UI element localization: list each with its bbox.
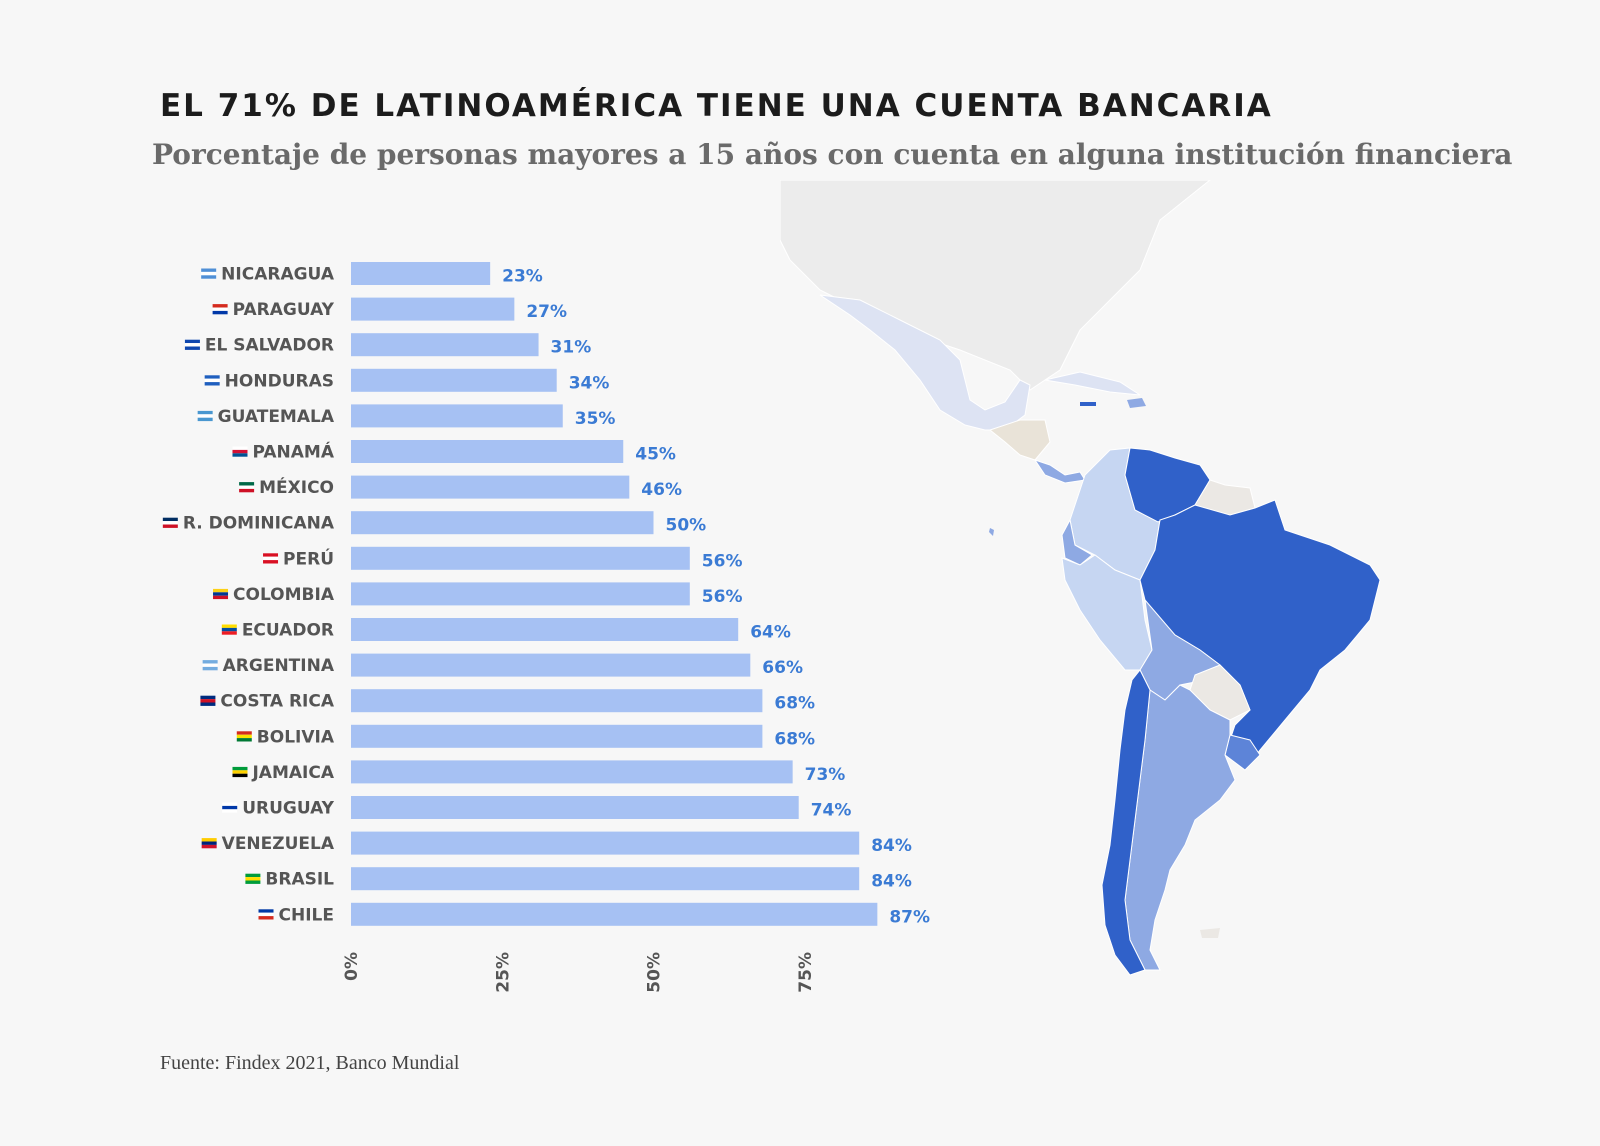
value-label: 56% [702, 587, 743, 607]
value-label: 84% [871, 836, 912, 856]
value-label: 74% [811, 801, 852, 821]
bar-nicaragua [351, 262, 491, 285]
flag-uruguay-icon [222, 802, 238, 813]
value-label: 31% [551, 338, 592, 358]
category-label: PERÚ [283, 547, 334, 569]
category-label: HONDURAS [225, 371, 334, 391]
x-tick-label: 25% [493, 952, 513, 993]
category-label: URUGUAY [242, 799, 334, 819]
category-label: BRASIL [265, 870, 334, 890]
map-region-jamaica [1080, 402, 1096, 406]
value-label: 56% [702, 551, 743, 571]
value-label: 68% [774, 694, 815, 714]
category-label: COSTA RICA [220, 692, 334, 712]
bar-paraguay [351, 297, 515, 321]
bar-costa-rica [351, 689, 763, 713]
x-tick-label: 75% [796, 952, 816, 993]
category-label: CHILE [279, 905, 334, 925]
bar-colombia [351, 582, 690, 606]
bar-per- [351, 546, 690, 570]
flag-ecuador-icon [221, 624, 237, 635]
map-region-falklands [1200, 928, 1220, 938]
category-label: MÉXICO [259, 476, 334, 498]
flag-dominican-republic-icon [162, 517, 178, 528]
flag-peru-icon [263, 553, 279, 564]
map-region-central-america [988, 419, 1051, 461]
flag-mexico-icon [239, 482, 255, 493]
chart-title: EL 71% DE LATINOAMÉRICA TIENE UNA CUENTA… [160, 88, 1273, 124]
bar-ecuador [351, 618, 739, 641]
category-label: VENEZUELA [222, 834, 335, 854]
map-region-north-america [780, 180, 1211, 391]
value-label: 84% [871, 872, 912, 892]
map-region-caribbean [1044, 371, 1141, 396]
category-label: COLOMBIA [233, 585, 335, 605]
bar-chart: NICARAGUA 23% PARAGUAY 27% EL SALVADOR 31% HON… [162, 262, 930, 993]
map-region-galapagos [989, 528, 994, 536]
bar-brasil [351, 867, 860, 891]
flag-brazil-icon [245, 873, 261, 884]
category-label: PARAGUAY [233, 300, 335, 320]
map-region-mexico [819, 294, 1031, 431]
bar-argentina [351, 653, 751, 677]
flag-argentina-icon [202, 660, 218, 671]
bar-guatemala [351, 404, 563, 428]
flag-panama-icon [232, 446, 248, 457]
value-label: 50% [666, 516, 707, 536]
flag-honduras-icon [204, 375, 220, 386]
bar-honduras [351, 368, 557, 392]
map-region-dominican-republic [1127, 398, 1146, 408]
map-region-chile [1101, 669, 1151, 976]
flag-nicaragua-icon [201, 268, 217, 279]
value-label: 68% [774, 729, 815, 749]
chart-subtitle: Porcentaje de personas mayores a 15 años… [152, 138, 1513, 171]
bar-chile [351, 902, 878, 926]
value-label: 66% [762, 658, 803, 678]
map-region-costa-rica-panama [1033, 459, 1086, 484]
bar-panam- [351, 440, 624, 463]
bar-r-dominicana [351, 511, 654, 535]
value-label: 35% [575, 409, 616, 429]
x-tick-label: 0% [342, 952, 362, 981]
x-tick-label: 50% [645, 952, 665, 993]
bar-venezuela [351, 831, 860, 855]
flag-venezuela-icon [201, 838, 217, 849]
value-label: 34% [569, 373, 610, 393]
value-label: 23% [502, 267, 543, 287]
category-label: BOLIVIA [257, 727, 335, 747]
value-label: 73% [805, 765, 846, 785]
category-label: R. DOMINICANA [183, 514, 335, 534]
flag-guatemala-icon [197, 410, 213, 422]
bar-el-salvador [351, 333, 539, 357]
flag-paraguay-icon [212, 304, 228, 315]
source-note: Fuente: Findex 2021, Banco Mundial [160, 1052, 460, 1074]
category-label: ARGENTINA [223, 656, 335, 676]
flag-bolivia-icon [236, 731, 252, 742]
value-label: 45% [635, 445, 676, 465]
latin-america-map [780, 180, 1381, 976]
category-label: ECUADOR [242, 621, 334, 641]
category-label: EL SALVADOR [205, 336, 334, 356]
bar-bolivia [351, 724, 763, 748]
bar-jamaica [351, 760, 793, 784]
category-label: PANAMÁ [252, 441, 334, 463]
flag-chile-icon [258, 909, 274, 920]
flag-costa-rica-icon [200, 695, 216, 706]
flag-colombia-icon [213, 588, 229, 600]
category-label: NICARAGUA [221, 265, 335, 285]
category-label: GUATEMALA [218, 407, 335, 427]
value-label: 87% [889, 907, 930, 927]
value-label: 46% [641, 480, 682, 500]
flag-jamaica-icon [232, 766, 248, 778]
bar-uruguay [351, 796, 799, 819]
value-label: 64% [750, 623, 791, 643]
bar-m-xico [351, 475, 630, 499]
flag-el-salvador-icon [184, 339, 200, 350]
category-label: JAMAICA [251, 763, 334, 783]
value-label: 27% [526, 302, 567, 322]
